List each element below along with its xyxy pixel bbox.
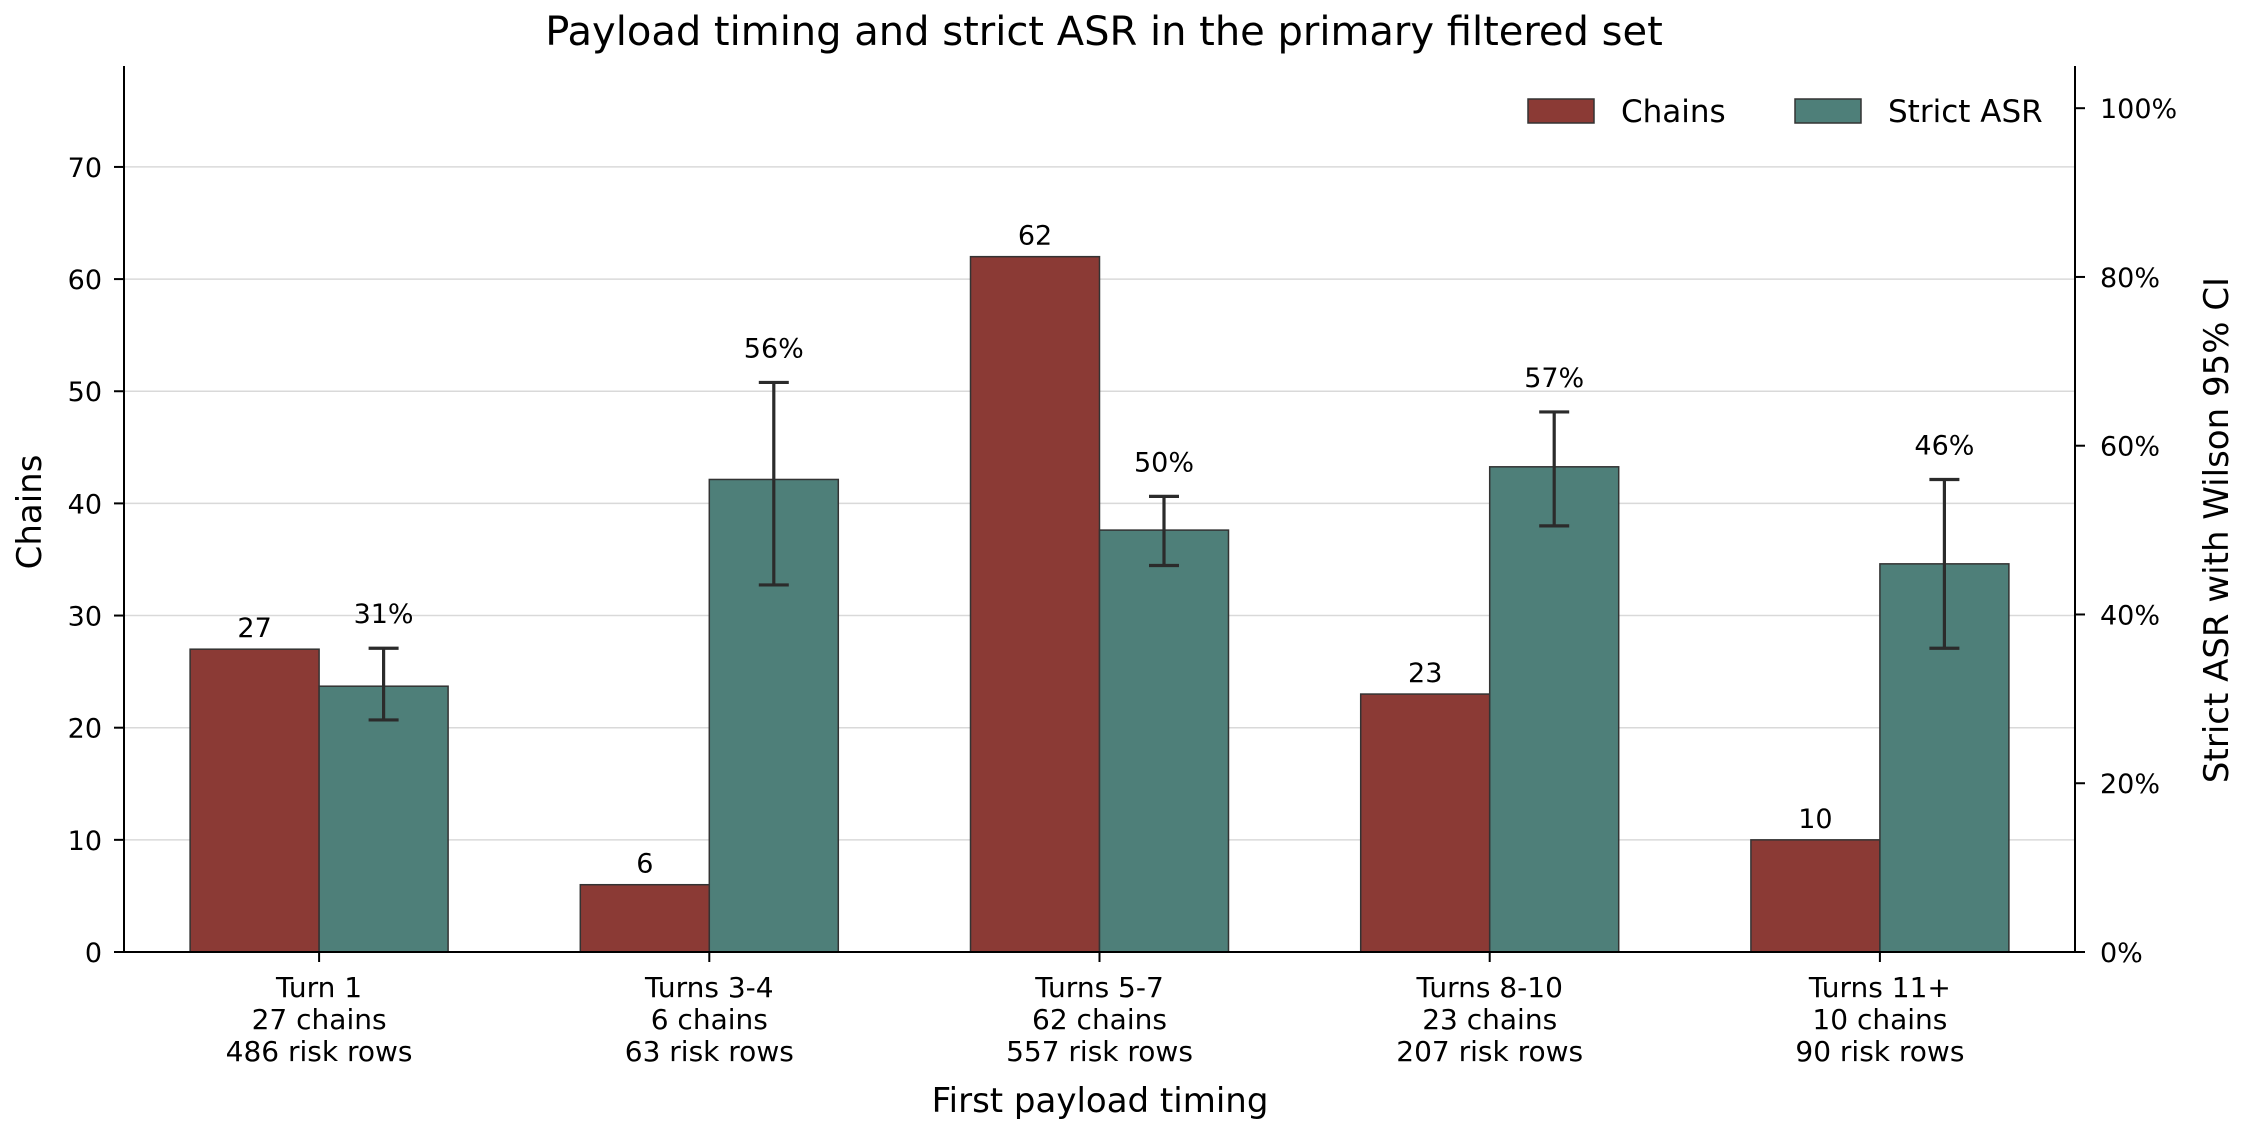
y2-tick-label: 80%	[2100, 263, 2160, 294]
y-tick-label: 50	[68, 377, 102, 408]
chains-bar	[579, 883, 711, 953]
y2-tick-label: 100%	[2100, 94, 2177, 125]
strict-asr-bar	[1488, 466, 1620, 953]
y-tick-label: 30	[68, 602, 102, 633]
legend: Chains Strict ASR	[1527, 94, 2043, 130]
axes: Turn 1 27 chains 486 risk rows Turns 3-4 6 c…	[68, 66, 2177, 1068]
chains-bar	[189, 648, 320, 953]
data-labels: 27 31% 6 56% 62 50% 23 57% 10 46%	[237, 221, 1974, 880]
chains-bar	[1750, 839, 1881, 953]
y-tick-label: 20	[68, 714, 102, 745]
y2-tick-label: 40%	[2100, 600, 2160, 631]
y-tick-label: 40	[68, 489, 102, 520]
strict-asr-value-label: 56%	[744, 333, 804, 364]
y2-axis-label: Strict ASR with Wilson 95% CI	[2197, 277, 2237, 783]
y-tick-label: 60	[68, 265, 102, 296]
x-tick-label: Turns 8-10 23 chains 207 risk rows	[1396, 971, 1583, 1068]
x-tick-label: Turn 1 27 chains 486 risk rows	[226, 971, 413, 1068]
strict-asr-value-label: 31%	[354, 599, 414, 630]
chart-title: Payload timing and strict ASR in the pri…	[545, 9, 1663, 55]
strict-asr-bar	[1098, 529, 1230, 953]
bars	[189, 255, 2010, 953]
legend-swatch	[1527, 98, 1595, 124]
chains-bar	[969, 255, 1101, 953]
chains-value-label: 23	[1408, 658, 1442, 689]
legend-label: Chains	[1621, 94, 1726, 130]
legend-swatch	[1794, 98, 1862, 124]
strict-asr-value-label: 46%	[1914, 430, 1974, 461]
y2-tick-label: 20%	[2100, 769, 2160, 800]
error-bars	[368, 380, 1960, 722]
chains-value-label: 10	[1798, 804, 1832, 835]
y-tick-label: 70	[68, 153, 102, 184]
y-axis-label: Chains	[10, 455, 50, 570]
strict-asr-value-label: 50%	[1134, 447, 1194, 478]
y2-tick-label: 60%	[2100, 432, 2160, 463]
chains-value-label: 62	[1018, 221, 1052, 252]
legend-label: Strict ASR	[1888, 94, 2043, 130]
chains-value-label: 6	[636, 849, 653, 880]
x-tick-label: Turns 5-7 62 chains 557 risk rows	[1006, 971, 1193, 1068]
y2-tick-label: 0%	[2100, 938, 2143, 969]
x-axis-label: First payload timing	[932, 1081, 1269, 1121]
chains-bar	[1359, 693, 1491, 953]
chains-value-label: 27	[237, 613, 271, 644]
y-tick-label: 10	[68, 826, 102, 857]
strict-asr-value-label: 57%	[1524, 363, 1584, 394]
y-tick-label: 0	[85, 938, 102, 969]
x-tick-label: Turns 3-4 6 chains 63 risk rows	[625, 971, 794, 1068]
strict-asr-bar	[318, 685, 449, 953]
x-tick-label: Turns 11+ 10 chains 90 risk rows	[1795, 971, 1964, 1068]
